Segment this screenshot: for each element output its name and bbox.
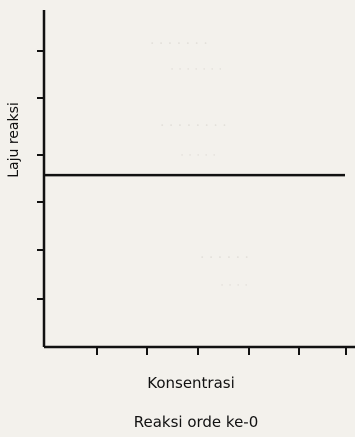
- y-axis-label: Laju reaksi: [6, 102, 22, 178]
- y-ticks: [37, 50, 44, 300]
- background-text: · · · · · · · ·: [160, 118, 227, 134]
- background-text: ᐧ ᐧ ᐧ ᐧ ᐧ: [180, 148, 216, 164]
- chart-caption: Reaksi orde ke-0: [133, 413, 259, 431]
- background-text: · · · · · · ·: [150, 36, 208, 52]
- background-text: ᐧ ᐧ ᐧ ᐧ ᐧ ᐧ ᐧ: [170, 62, 222, 78]
- x-ticks: [96, 347, 347, 355]
- background-text: · · · · · ·: [200, 250, 249, 266]
- background-text: ᐧ ᐧ ᐧ ᐧ: [220, 278, 248, 294]
- x-axis-label: Konsentrasi: [147, 374, 235, 392]
